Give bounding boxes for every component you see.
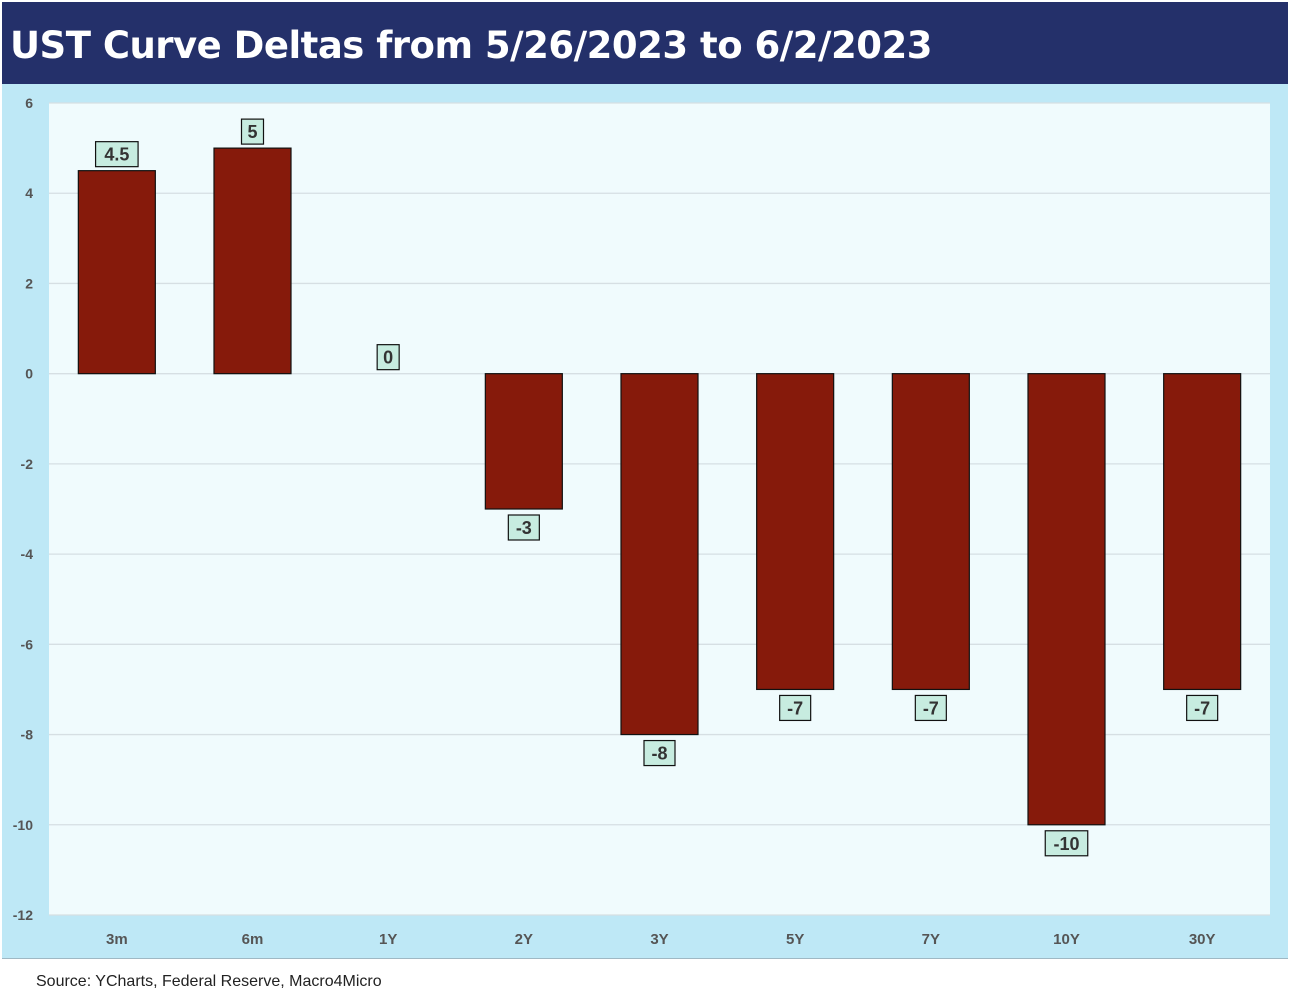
bar-chart: 6 4 2 0 -2 -4 -6 -8 -10 -12 4.5 3m 5 6m 0 1Y -3 2Y -8 3Y -7 5… — [13, 95, 1270, 948]
y-tick-label: -6 — [21, 636, 34, 652]
x-tick-label: 5Y — [786, 931, 804, 948]
data-label-box — [914, 694, 947, 722]
data-label: -10 — [1053, 834, 1079, 854]
data-label-box — [94, 141, 139, 168]
bar-2Y — [484, 373, 563, 510]
data-label: -7 — [1194, 698, 1210, 718]
source-note: Source: YCharts, Federal Reserve, Macro4… — [36, 973, 382, 990]
bar-3Y — [620, 373, 699, 736]
data-label-box — [643, 739, 676, 767]
data-label-box — [376, 344, 400, 371]
data-label-box — [507, 514, 540, 541]
x-tick-label: 6m — [242, 931, 264, 948]
x-tick-label: 3m — [106, 931, 128, 948]
x-tick-label: 10Y — [1053, 931, 1080, 948]
data-label: -3 — [516, 518, 532, 538]
bar-5Y — [756, 373, 835, 691]
bar-7Y — [891, 373, 970, 691]
bar-10Y — [1027, 373, 1106, 826]
y-tick-label: -4 — [21, 546, 34, 562]
y-tick-label: -12 — [13, 907, 33, 923]
chart-frame: 6 4 2 0 -2 -4 -6 -8 -10 -12 4.5 3m 5 6m 0 1Y -3 2Y -8 3Y -7 5… — [2, 84, 1288, 958]
x-tick-label: 3Y — [650, 931, 668, 948]
data-label-box — [1186, 694, 1219, 722]
y-tick-label: 6 — [25, 95, 33, 111]
data-label: -7 — [787, 698, 803, 718]
data-label: 0 — [383, 348, 393, 368]
data-label: -7 — [923, 698, 939, 718]
bar-3m — [77, 170, 156, 375]
y-tick-label: -2 — [21, 456, 34, 472]
title-bar: UST Curve Deltas from 5/26/2023 to 6/2/2… — [2, 2, 1288, 84]
y-tick-label: -10 — [13, 817, 33, 833]
bar-30Y — [1163, 373, 1242, 691]
x-tick-label: 30Y — [1189, 931, 1216, 948]
x-tick-label: 1Y — [379, 931, 397, 948]
data-label: 4.5 — [104, 145, 129, 165]
data-label: -8 — [651, 744, 667, 764]
data-label-box — [240, 118, 265, 145]
chart-title: UST Curve Deltas from 5/26/2023 to 6/2/2… — [10, 24, 933, 67]
source-bar: Source: YCharts, Federal Reserve, Macro4… — [2, 958, 1288, 1001]
x-tick-label: 2Y — [515, 931, 533, 948]
y-tick-label: 4 — [25, 185, 33, 201]
x-tick-label: 7Y — [922, 931, 940, 948]
data-label-box — [1044, 830, 1089, 857]
data-label-box — [779, 694, 812, 722]
y-tick-label: 2 — [25, 275, 33, 291]
y-tick-label: -8 — [21, 727, 34, 743]
y-tick-label: 0 — [25, 366, 33, 382]
bar-6m — [213, 147, 292, 375]
data-label: 5 — [247, 122, 257, 142]
